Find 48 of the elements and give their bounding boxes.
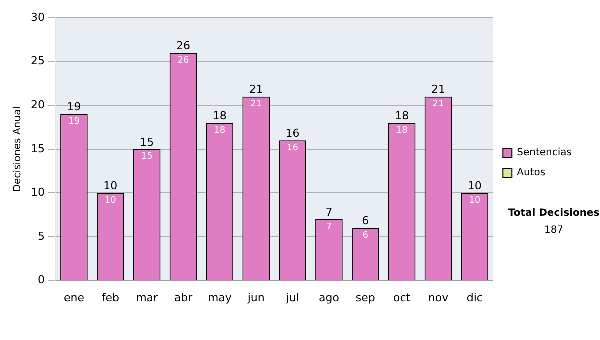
y-tick-label: 10 bbox=[30, 186, 45, 200]
total-label: 21 bbox=[249, 83, 264, 96]
total-label: 16 bbox=[286, 127, 300, 140]
total-label: 7 bbox=[326, 206, 333, 219]
total-label: 18 bbox=[395, 109, 410, 122]
x-tick-label: dic bbox=[466, 291, 483, 304]
legend-label: Sentencias bbox=[517, 148, 572, 159]
data-label: 10 bbox=[104, 196, 117, 206]
y-tick-label: 5 bbox=[38, 230, 45, 243]
x-tick-label: may bbox=[208, 291, 232, 304]
total-label: 21 bbox=[431, 83, 446, 96]
total-label: 10 bbox=[468, 180, 482, 193]
data-label: 18 bbox=[214, 126, 226, 136]
y-tick-label: 20 bbox=[30, 98, 45, 112]
x-tick-label: oct bbox=[394, 291, 412, 304]
y-tick-label: 0 bbox=[38, 274, 45, 287]
total-label: 19 bbox=[67, 100, 82, 114]
x-tick-label: jun bbox=[246, 291, 265, 304]
x-tick-label: mar bbox=[136, 291, 159, 304]
y-tick-label: 25 bbox=[30, 54, 45, 68]
total-label: 6 bbox=[362, 214, 370, 228]
x-tick-label: ene bbox=[64, 291, 85, 304]
y-axis-title: Decisiones Anual bbox=[12, 106, 24, 192]
text: 187 bbox=[543, 225, 565, 236]
x-tick-label: jul bbox=[285, 291, 300, 304]
data-label: 21 bbox=[432, 100, 444, 110]
x-tick-label: ago bbox=[318, 291, 340, 304]
total-label: 26 bbox=[176, 39, 190, 52]
total-label: 15 bbox=[140, 136, 154, 149]
x-tick-label: nov bbox=[428, 291, 450, 304]
data-label: 16 bbox=[287, 143, 299, 154]
data-label: 15 bbox=[141, 152, 153, 162]
y-tick-label: 30 bbox=[30, 10, 45, 24]
data-label: 6 bbox=[362, 231, 369, 242]
data-label: 18 bbox=[396, 126, 408, 136]
text: Total Decisiones bbox=[507, 208, 600, 219]
data-label: 7 bbox=[326, 222, 332, 232]
x-tick-label: abr bbox=[174, 291, 194, 304]
data-label: 19 bbox=[68, 117, 80, 128]
legend-label: Autos bbox=[517, 168, 546, 179]
total-label: 10 bbox=[104, 180, 118, 193]
data-label: 21 bbox=[250, 100, 262, 110]
data-label: 26 bbox=[178, 56, 190, 66]
y-tick-label: 15 bbox=[30, 142, 45, 156]
x-tick-label: feb bbox=[102, 291, 120, 304]
total-label: 18 bbox=[212, 109, 227, 122]
x-tick-label: sep bbox=[356, 291, 376, 304]
data-label: 10 bbox=[469, 196, 481, 206]
